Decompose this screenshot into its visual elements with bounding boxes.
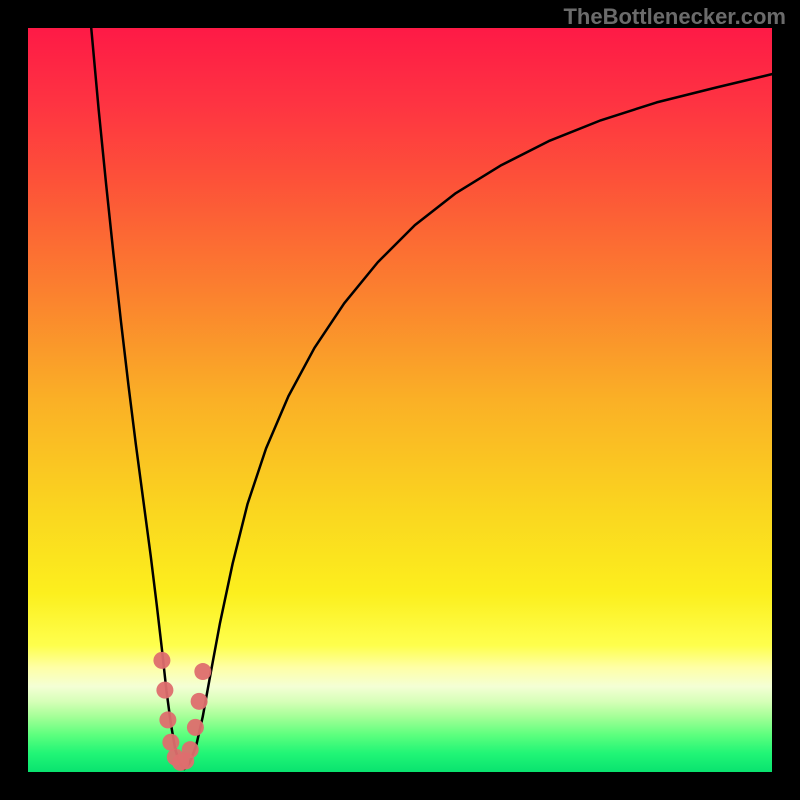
chart-stage: TheBottlenecker.com (0, 0, 800, 800)
plot-background (28, 28, 772, 772)
data-marker (191, 693, 208, 710)
data-marker (156, 682, 173, 699)
data-marker (162, 734, 179, 751)
data-marker (159, 711, 176, 728)
chart-svg (0, 0, 800, 800)
data-marker (182, 741, 199, 758)
watermark-text: TheBottlenecker.com (563, 4, 786, 30)
data-marker (153, 652, 170, 669)
data-marker (194, 663, 211, 680)
data-marker (187, 719, 204, 736)
